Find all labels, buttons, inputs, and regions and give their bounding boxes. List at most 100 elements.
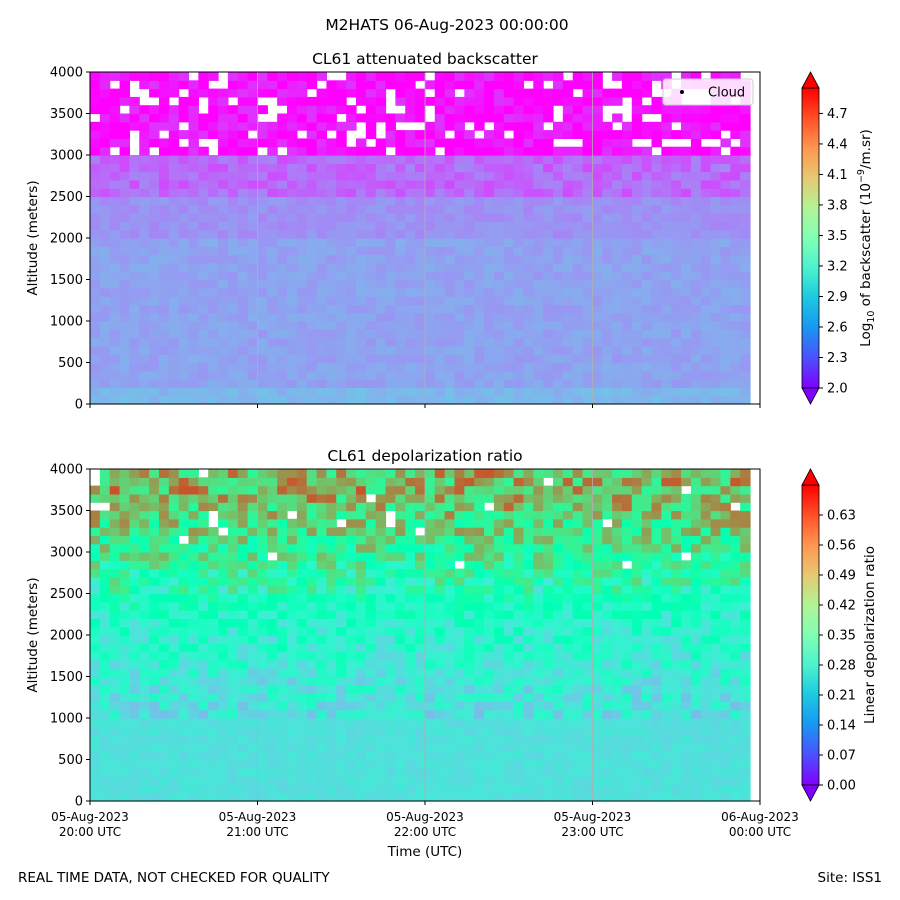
- heatmap-cell: [552, 668, 564, 678]
- heatmap-cell: [188, 535, 199, 545]
- heatmap-cell: [346, 751, 357, 761]
- heatmap-cell: [237, 155, 249, 164]
- heatmap-cell: [671, 271, 682, 281]
- heatmap-cell: [149, 88, 160, 98]
- heatmap-cell: [671, 312, 682, 322]
- heatmap-cell: [484, 287, 495, 297]
- heatmap-cell: [336, 387, 347, 397]
- heatmap-cell: [355, 296, 367, 305]
- heatmap-cell: [188, 776, 199, 785]
- heatmap-cell: [602, 337, 613, 347]
- heatmap-cell: [651, 593, 662, 603]
- heatmap-cell: [277, 535, 288, 545]
- heatmap-cell: [119, 585, 130, 595]
- heatmap-cell: [208, 387, 219, 397]
- heatmap-cell: [582, 304, 593, 314]
- heatmap-cell: [129, 643, 140, 653]
- heatmap-cell: [326, 196, 337, 206]
- heatmap-cell: [700, 146, 712, 156]
- heatmap-cell: [168, 262, 180, 272]
- heatmap-cell: [444, 684, 456, 694]
- heatmap-cell: [671, 593, 682, 603]
- heatmap-cell: [119, 784, 130, 794]
- heatmap-cell: [168, 751, 180, 761]
- heatmap-cell: [346, 72, 357, 81]
- heatmap-cell: [602, 221, 613, 231]
- heatmap-cell: [700, 693, 712, 702]
- heatmap-cell: [464, 693, 475, 702]
- heatmap-cell: [543, 171, 554, 181]
- heatmap-cell: [543, 312, 554, 322]
- heatmap-cell: [562, 287, 574, 297]
- heatmap-cell: [395, 635, 406, 644]
- heatmap-cell: [208, 105, 219, 115]
- heatmap-cell: [247, 701, 259, 711]
- heatmap-cell: [434, 395, 446, 405]
- heatmap-cell: [99, 618, 111, 628]
- heatmap-cell: [612, 651, 623, 661]
- heatmap-cell: [484, 576, 495, 586]
- heatmap-cell: [444, 279, 456, 289]
- heatmap-cell: [158, 329, 170, 339]
- heatmap-cell: [168, 767, 180, 777]
- heatmap-cell: [277, 287, 288, 297]
- heatmap-cell: [612, 593, 623, 603]
- heatmap-cell: [218, 560, 229, 570]
- heatmap-cell: [306, 635, 318, 644]
- heatmap-cell: [208, 96, 219, 106]
- heatmap-cell: [99, 146, 111, 156]
- heatmap-cell: [592, 387, 603, 397]
- heatmap-cell: [405, 354, 416, 364]
- heatmap-cell: [227, 502, 239, 512]
- heatmap-cell: [198, 701, 209, 711]
- heatmap-cell: [355, 304, 367, 314]
- heatmap-cell: [730, 510, 741, 520]
- heatmap-cell: [671, 684, 682, 694]
- heatmap-cell: [316, 171, 328, 181]
- heatmap-cell: [631, 618, 643, 628]
- heatmap-cell: [227, 751, 239, 761]
- heatmap-cell: [641, 543, 653, 553]
- colorbar-tick-label: 2.3: [827, 351, 848, 366]
- heatmap-cell: [158, 262, 170, 272]
- heatmap-cell: [306, 155, 318, 164]
- heatmap-cell: [710, 635, 722, 644]
- heatmap-cell: [99, 552, 111, 561]
- heatmap-cell: [139, 576, 150, 586]
- heatmap-cell: [237, 701, 249, 711]
- heatmap-cell: [168, 726, 180, 736]
- heatmap-cell: [257, 576, 268, 586]
- heatmap-cell: [139, 229, 150, 239]
- heatmap-cell: [671, 676, 682, 686]
- heatmap-cell: [552, 726, 564, 736]
- heatmap-cell: [661, 304, 672, 314]
- heatmap-cell: [208, 304, 219, 314]
- heatmap-cell: [484, 204, 495, 214]
- heatmap-cell: [168, 221, 180, 231]
- heatmap-cell: [365, 535, 377, 545]
- heatmap-cell: [99, 221, 111, 231]
- heatmap-cell: [444, 601, 456, 611]
- heatmap-cell: [198, 684, 209, 694]
- heatmap-cell: [149, 304, 160, 314]
- heatmap-cell: [523, 213, 534, 222]
- heatmap-cell: [287, 221, 298, 231]
- heatmap-cell: [740, 246, 751, 256]
- heatmap-cell: [218, 776, 229, 785]
- heatmap-cell: [336, 767, 347, 777]
- heatmap-cell: [493, 138, 505, 148]
- heatmap-cell: [651, 354, 662, 364]
- heatmap-cell: [306, 651, 318, 661]
- heatmap-cell: [464, 593, 475, 603]
- heatmap-cell: [474, 668, 485, 678]
- heatmap-cell: [444, 329, 456, 339]
- heatmap-cell: [690, 776, 702, 785]
- heatmap-cell: [710, 370, 722, 380]
- heatmap-cell: [247, 518, 259, 528]
- heatmap-cell: [562, 784, 574, 794]
- heatmap-cell: [612, 395, 623, 405]
- heatmap-cell: [326, 576, 337, 586]
- heatmap-cell: [139, 345, 150, 355]
- heatmap-cell: [365, 792, 377, 802]
- heatmap-cell: [493, 304, 505, 314]
